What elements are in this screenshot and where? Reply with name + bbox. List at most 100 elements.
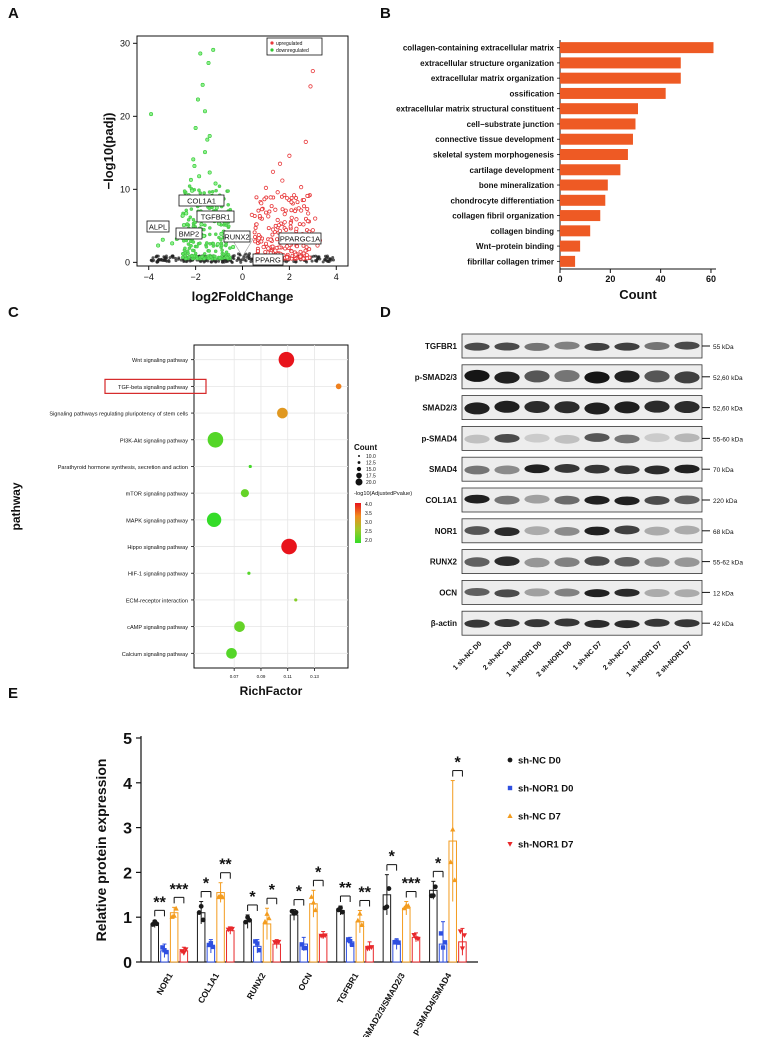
size-legend-label: 10.0 (366, 454, 376, 460)
up-point (266, 226, 271, 231)
up-point (305, 193, 310, 198)
protein-band (584, 464, 610, 474)
protein-band (644, 618, 670, 627)
size-legend-label: 17.5 (366, 474, 376, 480)
down-point (189, 244, 193, 248)
down-point (207, 206, 212, 211)
up-point (301, 197, 306, 202)
data-point (247, 917, 253, 923)
pathway-label: mTOR signaling pathway (126, 492, 189, 498)
ns-point (182, 260, 186, 264)
kda-label: 55 kDa (713, 344, 734, 351)
down-point (213, 249, 218, 254)
down-point (202, 191, 206, 195)
bar (429, 889, 438, 963)
size-legend-label: 15.0 (366, 467, 376, 473)
legend-label: downregulated (276, 48, 309, 54)
data-point (359, 922, 365, 927)
ns-point (217, 259, 221, 263)
protein-band (674, 401, 700, 414)
protein-band (554, 588, 580, 597)
up-point (263, 185, 269, 190)
bar (560, 103, 638, 115)
ns-point (151, 256, 155, 260)
protein-band (584, 619, 610, 628)
up-point (255, 249, 260, 254)
size-legend-label: 20.0 (366, 480, 376, 486)
protein-band (524, 342, 550, 351)
data-point (442, 940, 448, 945)
pathway-bubble (278, 351, 295, 368)
legend-marker (270, 48, 274, 52)
protein-band (644, 400, 670, 413)
protein-label: SMAD2/3 (422, 404, 457, 413)
lane-label: 2 sh-NC D0 (482, 640, 513, 671)
up-point (256, 236, 262, 241)
protein-band (674, 464, 700, 474)
protein-band (524, 400, 550, 413)
bar (560, 42, 714, 54)
gene-label-box (146, 220, 170, 233)
down-point (206, 61, 211, 66)
down-point (228, 246, 232, 250)
protein-band (464, 494, 490, 504)
legend-label: sh-NC D0 (518, 756, 561, 767)
size-legend-marker (358, 455, 360, 457)
significance-label: * (249, 889, 256, 906)
down-point (198, 51, 203, 56)
down-point (180, 255, 185, 260)
category-label: skeletal system morphogenesis (433, 151, 554, 160)
down-point (195, 244, 199, 249)
down-point (189, 254, 194, 258)
ns-point (154, 255, 158, 259)
data-point (450, 826, 456, 832)
protein-band (464, 587, 490, 596)
bar (318, 934, 328, 963)
protein-band (584, 495, 610, 505)
category-label: RUNX2 (245, 971, 268, 1001)
pathway-label: HIF-1 signaling pathway (128, 572, 188, 578)
protein-band (614, 465, 640, 475)
up-point (297, 222, 302, 227)
gene-label: TGFBR1 (201, 213, 231, 222)
protein-band (554, 464, 580, 473)
ns-point (209, 260, 213, 264)
panel-letter-a: A (8, 5, 19, 22)
gene-label-box (196, 210, 235, 223)
category-label: collagen fibril organization (452, 212, 554, 221)
up-point (276, 223, 281, 228)
y-tick-label: 10 (120, 184, 130, 194)
ns-point (314, 254, 318, 258)
ns-point (171, 255, 175, 259)
bar (226, 930, 235, 963)
legend-marker (507, 842, 513, 847)
protein-band (614, 496, 640, 506)
down-point (183, 246, 187, 251)
colorbar (355, 503, 361, 543)
protein-band (554, 401, 580, 414)
bar (560, 72, 681, 84)
protein-band (584, 589, 610, 598)
y-axis-title: pathway (9, 482, 23, 530)
ns-point (310, 259, 314, 263)
data-point (430, 893, 436, 898)
protein-band (614, 525, 640, 535)
bar (560, 240, 581, 252)
up-point (267, 209, 272, 214)
up-point (304, 245, 309, 250)
data-point (411, 933, 417, 938)
down-point (197, 188, 201, 192)
pathway-label: Parathyroid hormone synthesis, secretion… (58, 465, 188, 471)
up-point (303, 248, 308, 253)
protein-band (524, 557, 550, 568)
up-point (310, 68, 315, 74)
y-tick-label: 1 (123, 910, 132, 927)
up-point (295, 200, 300, 205)
category-label: collagen binding (490, 227, 554, 236)
protein-band (524, 370, 550, 383)
panel-letter-b: B (380, 5, 391, 22)
data-point (384, 904, 390, 910)
protein-band (674, 341, 700, 350)
